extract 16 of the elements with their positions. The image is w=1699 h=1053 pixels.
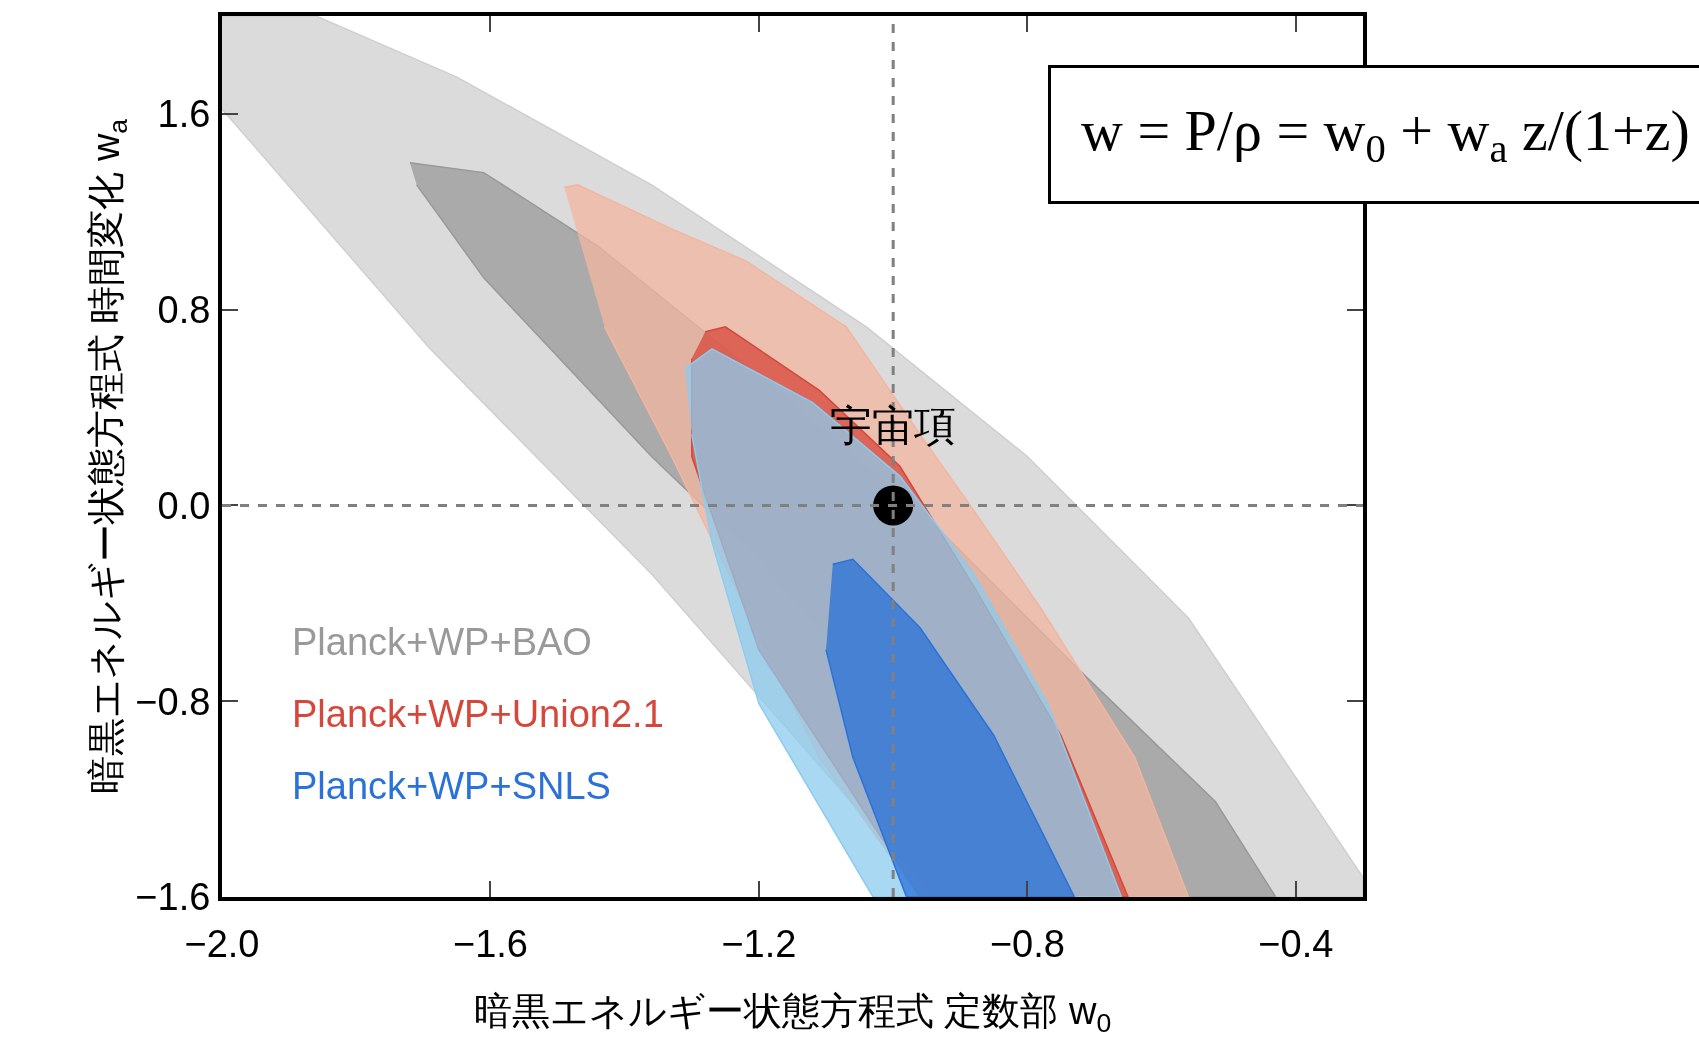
text: Planck+WP+Union2.1 [292,693,664,735]
x-axis-title: 暗黒エネルギー状態方程式 定数部 w$_{0}$ [473,990,1112,1038]
x-tick-label: −0.4 [1258,922,1334,965]
y-tick-label: −0.8 [135,680,211,723]
text: Planck+WP+BAO [292,621,592,663]
y-tick-label: −1.6 [135,876,211,919]
annotation: w = P/ρ = w$_{0}$ + w$_{a}$ z/(1+z) [1081,98,1690,172]
x-tick-label: −2.0 [184,922,260,965]
x-tick-label: −0.8 [989,922,1065,965]
text: Planck+WP+SNLS [292,765,611,807]
y-tick-label: 1.6 [157,93,211,136]
x-tick-label: −1.2 [721,922,797,965]
y-tick-label: 0.8 [157,288,211,331]
y-tick-label: 0.0 [157,484,211,527]
annotation: 宇宙項 [830,402,956,449]
x-tick-label: −1.6 [452,922,528,965]
